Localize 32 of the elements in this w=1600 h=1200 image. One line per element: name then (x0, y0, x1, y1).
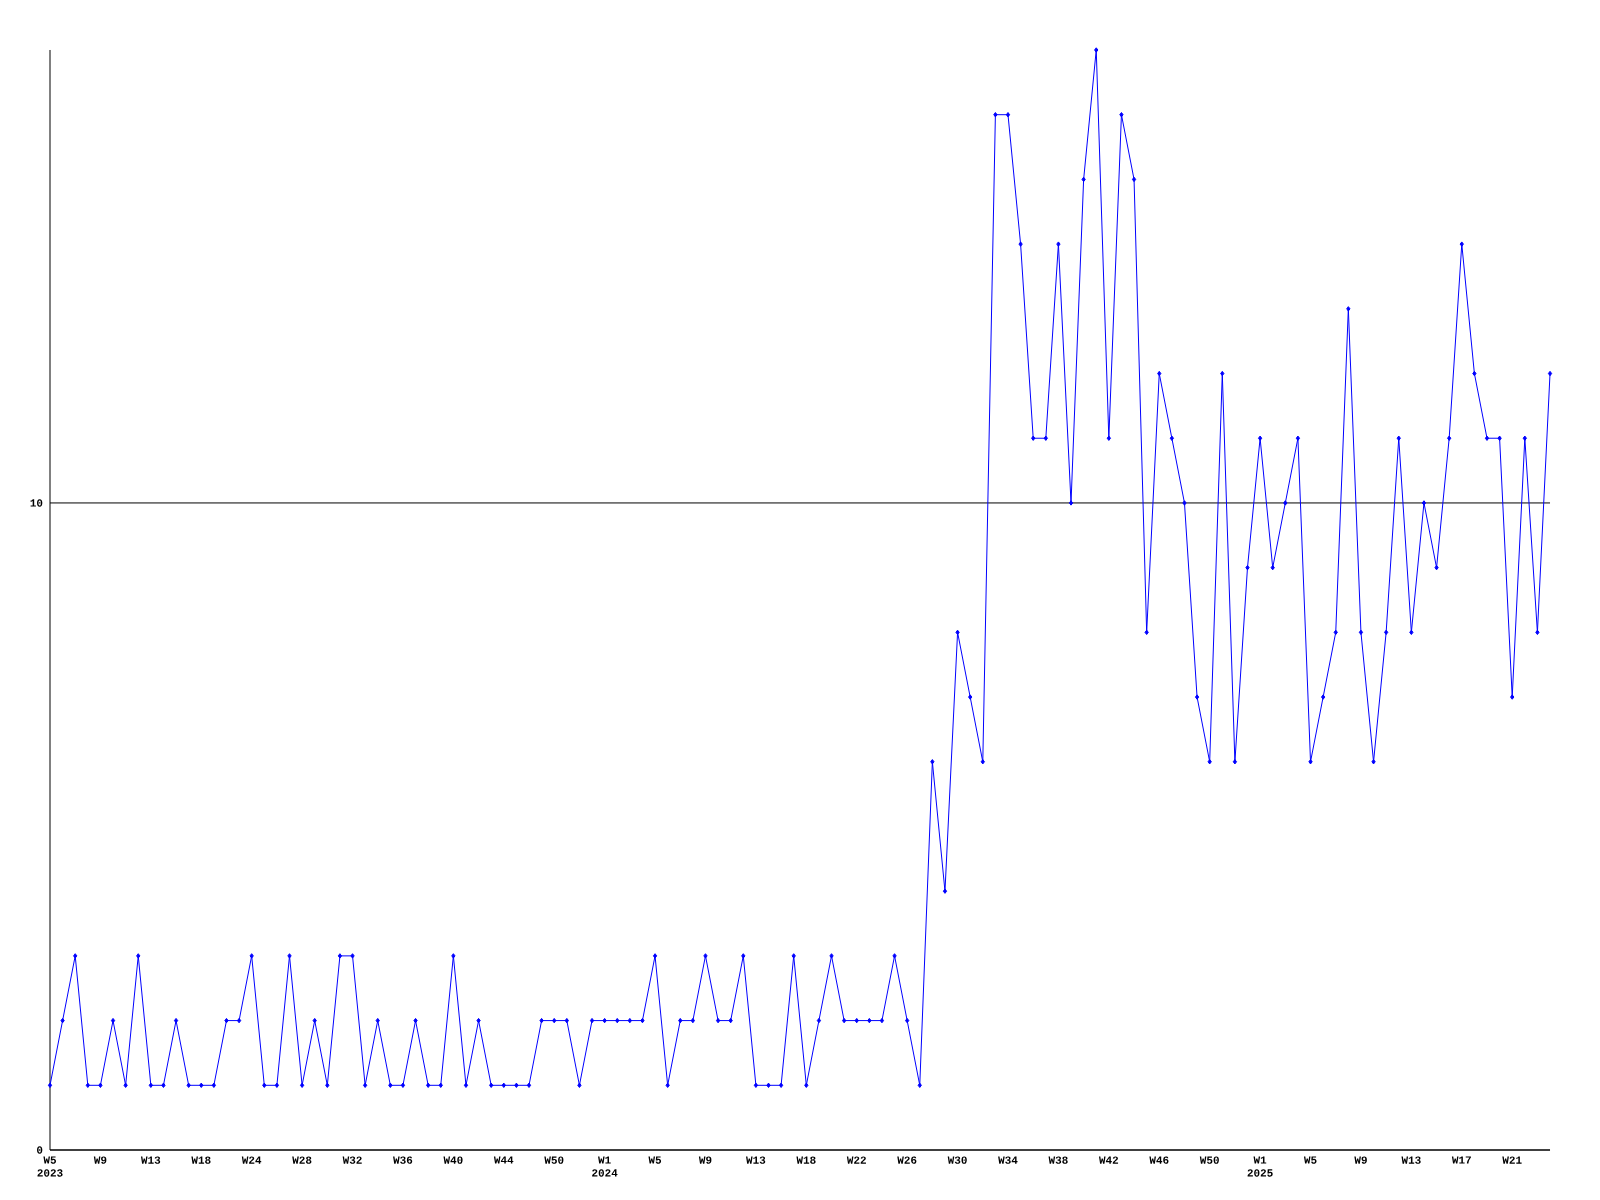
x-tick-label: W13 (140, 1156, 161, 1164)
x-tick-label: W9 (698, 1156, 712, 1164)
x-tick-label: W13 (1401, 1156, 1421, 1164)
x-tick-label: W38 (1048, 1156, 1068, 1164)
y-tick-label: 10 (30, 499, 43, 507)
x-tick-label: W32 (342, 1156, 362, 1164)
x-tick-label: W50 (1199, 1156, 1219, 1164)
x-tick-label: W13 (746, 1156, 766, 1164)
y-tick-label: 0 (37, 1146, 43, 1154)
x-tick-label: W34 (998, 1156, 1018, 1164)
x-tick-label: W24 (241, 1156, 262, 1164)
x-tick-label: W30 (947, 1156, 967, 1164)
x-tick-label: W22 (846, 1156, 866, 1164)
x-tick-label: W9 (1354, 1156, 1367, 1164)
x-tick-label: W28 (292, 1156, 312, 1164)
x-tick-label: W18 (796, 1156, 816, 1164)
x-tick-label: W9 (93, 1156, 107, 1164)
x-tick-label: W5 (648, 1156, 662, 1164)
x-tick-label: W21 (1502, 1156, 1522, 1164)
x-tick-label: W5 (1303, 1156, 1317, 1164)
x-tick-label: W36 (393, 1156, 413, 1164)
x-tick-label: W40 (443, 1156, 463, 1164)
x-tick-label: W44 (493, 1156, 514, 1164)
x-tick-label: W1 2024 (592, 1156, 618, 1177)
x-tick-label: W50 (544, 1156, 564, 1164)
x-tick-label: W18 (191, 1156, 211, 1164)
x-tick-label: W17 (1451, 1156, 1471, 1164)
x-tick-label: W46 (1149, 1156, 1169, 1164)
x-tick-label: W26 (897, 1156, 917, 1164)
x-tick-label: W5 2023 (37, 1156, 63, 1177)
x-tick-label: W42 (1098, 1156, 1119, 1164)
x-tick-label: W1 2025 (1247, 1156, 1273, 1177)
